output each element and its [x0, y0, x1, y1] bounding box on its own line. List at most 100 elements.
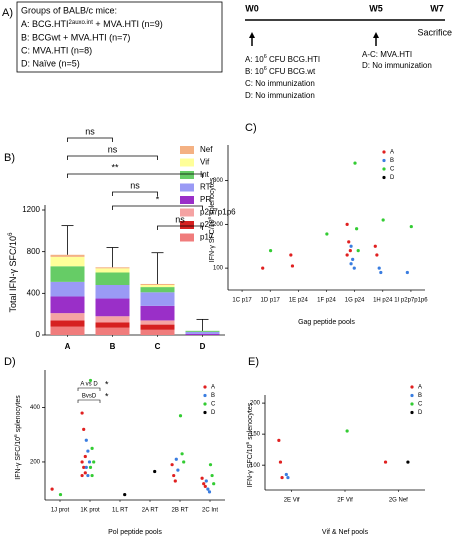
x-tick-label: 1I p2p7p1p6 [394, 298, 428, 304]
text-part: IFN-γ SFC/10 [15, 437, 22, 480]
bar-segment [140, 320, 175, 325]
x-tick-label: C [155, 342, 161, 351]
point [351, 257, 355, 261]
note: D: No immunization [362, 61, 432, 70]
x-tick-label: 2A RT [142, 508, 159, 514]
point [153, 469, 157, 474]
week: W5 [369, 3, 383, 13]
significance-bracket [112, 205, 203, 210]
significance-label: A vs D [80, 382, 98, 388]
point [58, 492, 63, 497]
significance-bracket [157, 225, 203, 230]
point [90, 473, 94, 478]
panel-label: D) [4, 356, 16, 368]
point [349, 244, 353, 248]
x-tick-label: 1C p17 [232, 298, 252, 304]
point [345, 222, 349, 226]
bar-segment [50, 256, 85, 267]
x-tick-label: 1E p24 [289, 298, 309, 304]
legend-swatch [180, 233, 194, 242]
point [176, 468, 180, 472]
point [278, 460, 283, 464]
significance-label: ns [108, 144, 118, 154]
point [277, 438, 281, 442]
point [268, 249, 273, 253]
point [84, 438, 88, 442]
point [280, 475, 284, 480]
text-part: splenocytes [247, 402, 254, 441]
y-tick-label: 0 [36, 330, 41, 339]
legend-label: C [390, 167, 395, 173]
significance-label: BvsD [82, 394, 97, 400]
week: W0 [245, 3, 259, 13]
point [200, 476, 204, 480]
text-part: IFN-γ SFC/10 [209, 219, 216, 262]
x-tick-label: 1F p24 [317, 298, 336, 304]
y-tick-label: 400 [27, 288, 41, 297]
panel-label: A) [2, 7, 13, 19]
point [90, 446, 94, 450]
point [381, 218, 385, 222]
legend-label: p17 [200, 233, 214, 242]
text-part: IFN-γ SFC/10 [247, 444, 254, 487]
bar-segment [50, 266, 85, 282]
legend-label: p24 [200, 220, 214, 229]
point [170, 463, 174, 467]
x-tick-label: 2F Vif [337, 498, 353, 504]
note: A-C: MVA.HTI [362, 50, 412, 59]
point [345, 429, 349, 433]
legend-marker [410, 410, 414, 415]
point [284, 472, 288, 477]
point [290, 264, 295, 268]
significance-label: * [105, 391, 109, 401]
bar-segment [50, 326, 85, 335]
box-title: Groups of BALB/c mice: [21, 5, 117, 15]
bar-segment [95, 285, 130, 299]
bar-segment [140, 305, 175, 321]
point [373, 244, 377, 248]
note: C: No immunization [245, 79, 315, 88]
legend-swatch [180, 171, 194, 179]
x-tick-label: 2G Nef [389, 498, 408, 504]
legend-label: RT [200, 183, 211, 192]
point [174, 457, 178, 461]
y-tick-label: 150 [250, 432, 261, 438]
text-part: 6 [13, 434, 19, 437]
point [80, 473, 84, 478]
point [210, 473, 214, 478]
point [289, 253, 293, 257]
point [379, 270, 383, 275]
point [182, 460, 186, 464]
bar-segment [140, 285, 175, 288]
bar-segment [95, 316, 130, 323]
legend-swatch [180, 146, 194, 154]
x-tick-label: 2E Vif [284, 498, 300, 504]
legend-label: A [418, 385, 422, 391]
bar-segment [140, 292, 175, 306]
point [50, 487, 54, 491]
x-tick-label: 2C Int [202, 508, 218, 514]
significance-bracket [67, 173, 203, 178]
axis-title: Total IFN-γ SFC/106 [7, 232, 18, 313]
point [352, 266, 356, 270]
point [178, 414, 183, 418]
x-tick-label: B [110, 342, 116, 351]
x-tick-label: 2B RT [172, 508, 189, 514]
arrow-head [373, 32, 379, 38]
text-part: 6 [7, 232, 14, 236]
point [345, 253, 349, 257]
legend-marker [410, 402, 414, 406]
point [88, 465, 93, 469]
group: A: BCG.HTI2auxo.int + MVA.HTI (n=9) [21, 19, 163, 29]
point [123, 492, 127, 497]
legend-label: D [211, 410, 216, 416]
x-tick-label: A [65, 342, 71, 351]
bar-segment [140, 329, 175, 335]
y-tick-label: 400 [30, 405, 41, 411]
group: C: MVA.HTI (n=8) [21, 45, 92, 55]
point [325, 232, 329, 236]
y-tick-label: 100 [250, 463, 261, 469]
arrow-head [249, 32, 255, 38]
significance-bracket [67, 155, 158, 160]
legend-swatch [180, 208, 194, 217]
